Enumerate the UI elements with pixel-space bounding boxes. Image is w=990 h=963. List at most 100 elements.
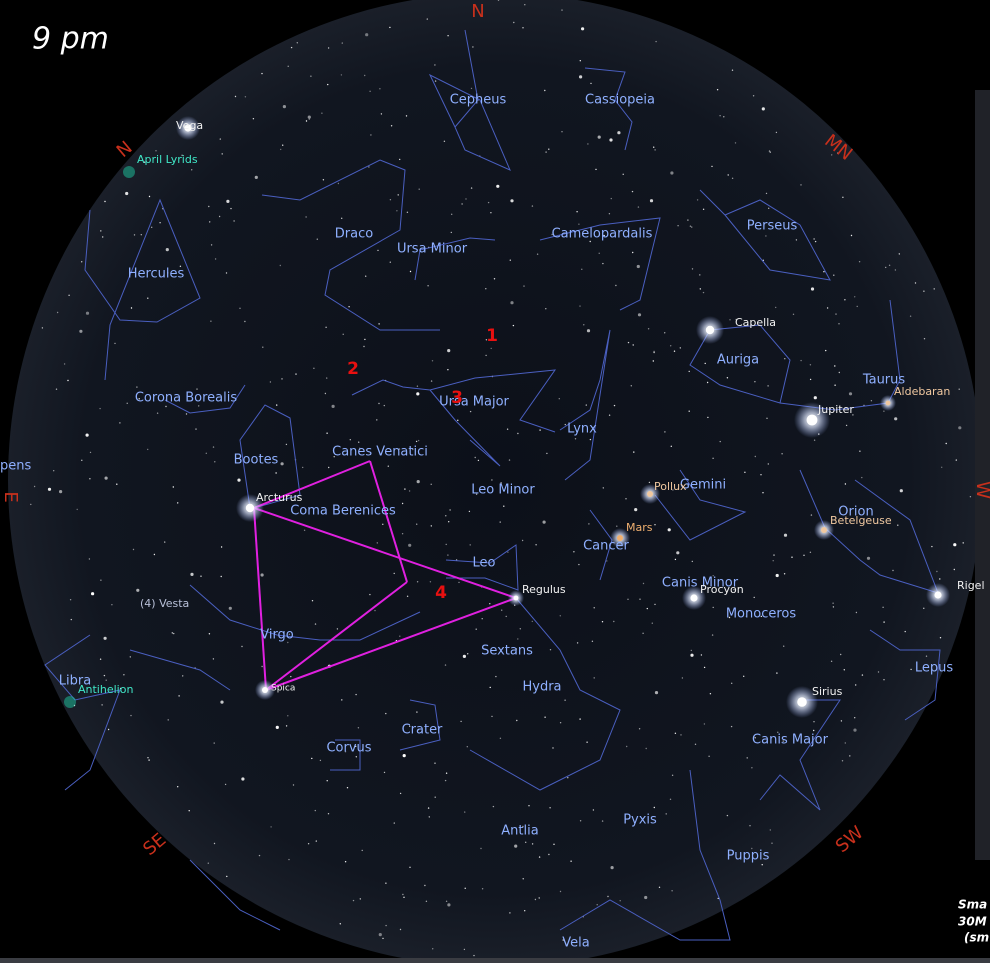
star	[259, 855, 260, 856]
star	[295, 373, 296, 374]
star	[261, 573, 264, 576]
star	[699, 274, 700, 275]
star	[304, 530, 305, 531]
marker-number: 4	[435, 583, 447, 603]
star	[190, 573, 193, 576]
star	[165, 406, 166, 407]
star	[406, 115, 407, 116]
star	[230, 208, 231, 209]
partial-label: pens	[0, 459, 31, 474]
star	[326, 377, 327, 378]
star	[923, 291, 924, 292]
star	[654, 149, 655, 150]
star	[767, 385, 768, 386]
star	[378, 403, 379, 404]
bright-star	[262, 687, 268, 693]
star	[447, 554, 448, 555]
star	[670, 171, 673, 174]
star	[701, 654, 702, 655]
star	[842, 197, 843, 198]
star	[900, 489, 903, 492]
star	[275, 472, 276, 473]
star	[214, 843, 215, 844]
star	[353, 900, 354, 901]
star	[286, 725, 287, 726]
star	[791, 557, 792, 558]
star	[376, 419, 377, 420]
star	[614, 405, 615, 406]
star	[328, 47, 329, 48]
star	[675, 559, 676, 560]
star	[580, 60, 581, 61]
star	[590, 83, 591, 84]
star	[506, 616, 507, 617]
star	[680, 734, 681, 735]
star	[831, 661, 832, 662]
star	[154, 554, 155, 555]
star	[655, 41, 656, 42]
star	[524, 4, 525, 5]
star	[599, 253, 600, 254]
star	[784, 573, 785, 574]
constellation-label: Perseus	[747, 219, 798, 234]
star	[220, 138, 221, 139]
star	[783, 646, 784, 647]
star	[609, 138, 612, 141]
star	[435, 80, 436, 81]
star	[155, 150, 156, 151]
time-title: 9 pm	[32, 22, 109, 57]
star	[520, 628, 521, 629]
star	[609, 213, 610, 214]
star	[374, 610, 375, 611]
star	[924, 338, 925, 339]
star	[580, 820, 581, 821]
star	[602, 820, 603, 821]
star	[172, 632, 173, 633]
star	[559, 398, 560, 399]
star	[754, 381, 755, 382]
star	[302, 467, 303, 468]
star	[478, 460, 479, 461]
star	[399, 159, 400, 160]
star	[856, 612, 857, 613]
star	[810, 364, 811, 365]
star	[532, 205, 533, 206]
star	[86, 312, 89, 315]
star	[751, 767, 752, 768]
star	[523, 285, 524, 286]
star	[444, 141, 445, 142]
star	[403, 897, 404, 898]
star	[377, 542, 378, 543]
star	[237, 479, 240, 482]
star	[496, 185, 499, 188]
star	[871, 400, 872, 401]
star	[332, 405, 335, 408]
star	[177, 502, 178, 503]
star	[485, 355, 486, 356]
star-label: Sirius	[812, 685, 843, 698]
star	[609, 415, 610, 416]
star	[402, 503, 403, 504]
star	[632, 191, 633, 192]
star	[106, 680, 107, 681]
star	[578, 224, 579, 225]
star	[470, 411, 471, 412]
star	[578, 564, 579, 565]
star	[136, 589, 139, 592]
star	[328, 813, 329, 814]
star	[416, 392, 419, 395]
star	[233, 220, 234, 221]
star	[548, 854, 549, 855]
star	[312, 600, 313, 601]
constellation-label: Lynx	[567, 422, 597, 437]
star	[345, 861, 346, 862]
star	[926, 656, 927, 657]
star	[313, 368, 314, 369]
star	[341, 74, 342, 75]
star	[509, 912, 510, 913]
star	[200, 576, 201, 577]
side-note: (sm	[964, 931, 989, 945]
star	[280, 149, 281, 150]
star	[514, 845, 517, 848]
star	[191, 169, 192, 170]
